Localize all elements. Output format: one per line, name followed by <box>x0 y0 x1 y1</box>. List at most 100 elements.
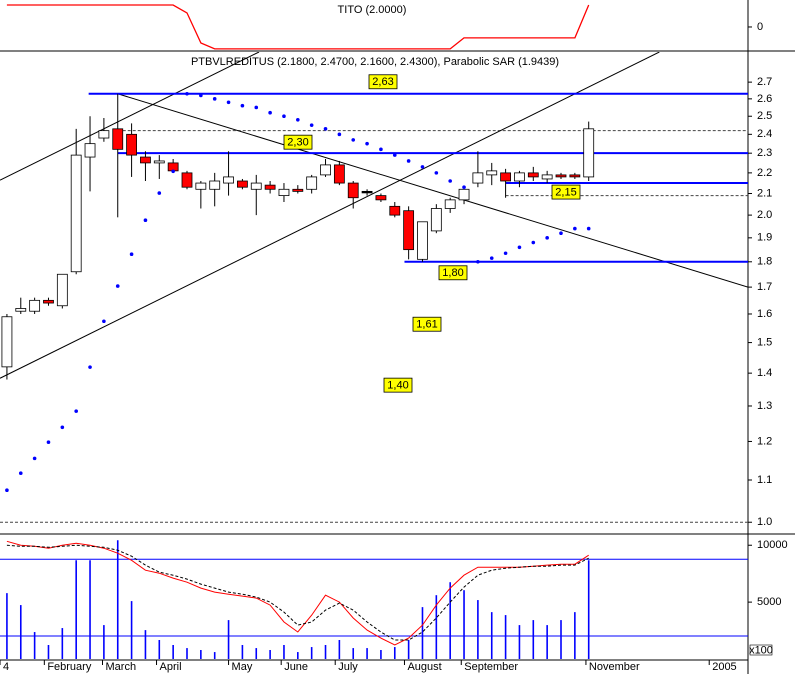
candle-body <box>292 188 304 192</box>
level-label: 2,30 <box>287 137 308 149</box>
sar-dot <box>296 117 300 122</box>
candle-body <box>29 299 41 312</box>
sar-dot <box>434 171 439 175</box>
sar-dot <box>337 132 342 137</box>
candle-body <box>237 180 248 188</box>
level-label-box <box>383 377 413 393</box>
candle-body <box>569 174 581 178</box>
candle-body <box>181 172 193 188</box>
candle-body <box>126 133 137 156</box>
panel <box>6 4 590 50</box>
candle-body <box>112 128 124 150</box>
sar-dot <box>46 440 51 444</box>
y-tick-label: 1.8 <box>757 256 772 268</box>
candle-body <box>223 176 234 184</box>
sar-dot <box>32 456 37 461</box>
candle-body <box>541 174 553 180</box>
sar-dot <box>420 165 425 169</box>
sar-dot <box>517 245 522 250</box>
candle-body <box>444 199 456 209</box>
indicator-line <box>6 4 590 50</box>
sar-dot <box>18 471 23 476</box>
sar-dot <box>545 236 549 240</box>
candle-body <box>250 182 262 190</box>
y-tick-label: 1.2 <box>757 435 772 447</box>
y-tick-label: 2.2 <box>757 167 772 179</box>
candle-body <box>56 273 68 307</box>
candle-body <box>472 172 484 184</box>
sar-dot <box>462 185 466 190</box>
y-tick-label: 1.9 <box>757 232 772 244</box>
y-tick-label: 2.3 <box>757 147 772 159</box>
level-label: 2,15 <box>555 186 576 198</box>
candle-body <box>583 128 595 178</box>
y-tick-label: 2.4 <box>757 128 772 140</box>
sar-dot <box>212 97 217 101</box>
y-tick-label: 1.0 <box>757 516 772 528</box>
candle-body <box>361 190 373 194</box>
sar-dot <box>282 114 286 119</box>
sar-dot <box>379 147 383 152</box>
sar-dot <box>171 169 175 174</box>
level-label: 1,80 <box>442 267 463 279</box>
sar-dot <box>88 365 92 369</box>
chart-title: PTBVLREDITUS (2.1800, 2.4700, 2.1600, 2.… <box>191 56 559 68</box>
y-tick-label: 1.3 <box>757 400 772 412</box>
x-tick-label: June <box>284 661 308 673</box>
oscillator-line <box>6 544 589 641</box>
trendline <box>117 93 748 288</box>
y-tick-label: 2.6 <box>757 93 772 105</box>
sar-dot <box>559 231 563 235</box>
y-tick-label: 10000 <box>757 539 788 551</box>
x-tick-label: August <box>407 661 441 673</box>
indicator-title: TITO (2.0000) <box>338 4 407 16</box>
y-tick-label: 1.7 <box>757 281 772 293</box>
sar-dot <box>448 179 452 183</box>
sar-dot <box>489 256 494 260</box>
sar-dot <box>365 141 369 146</box>
candle-body <box>527 172 539 178</box>
y-tick-label: 1.5 <box>757 336 772 348</box>
candle-body <box>153 160 165 164</box>
candle-body <box>514 172 525 182</box>
sar-dot <box>254 105 259 110</box>
candle-body <box>486 170 498 176</box>
level-label: 1,61 <box>416 319 437 331</box>
scale-label: x100 <box>749 644 773 656</box>
sar-dot <box>240 103 245 108</box>
trendline <box>0 52 660 379</box>
level-label-box <box>283 134 313 150</box>
candle-body <box>70 154 82 273</box>
level-label-box <box>412 316 442 332</box>
scale-box <box>749 644 773 656</box>
x-tick-label: February <box>47 661 92 673</box>
candle-body <box>15 308 27 312</box>
trendline <box>0 52 260 181</box>
candle-body <box>500 172 511 182</box>
y-tick-label: 0 <box>757 21 763 33</box>
y-tick-label: 1.6 <box>757 308 772 320</box>
candle-body <box>209 180 221 190</box>
candle-body <box>195 182 207 190</box>
x-tick-label: April <box>160 661 182 673</box>
sar-dot <box>143 218 148 223</box>
x-tick-label: November <box>589 661 640 673</box>
candle-body <box>417 221 428 260</box>
candle-body <box>84 143 96 158</box>
y-tick-label: 2.0 <box>757 209 772 221</box>
y-tick-label: 2.5 <box>757 110 772 122</box>
sar-dot <box>476 259 480 264</box>
level-label: 1,40 <box>387 380 408 392</box>
candle-body <box>320 164 331 176</box>
x-tick-label: July <box>338 661 358 673</box>
y-tick-label: 1.4 <box>757 367 772 379</box>
candle-body <box>140 156 151 164</box>
candle-body <box>43 299 54 304</box>
candle-body <box>98 130 110 139</box>
sar-dot <box>351 138 356 142</box>
sar-dot <box>226 100 231 105</box>
candle-body <box>347 182 359 199</box>
sar-dot <box>5 488 9 492</box>
y-tick-label: 2.7 <box>757 76 772 88</box>
